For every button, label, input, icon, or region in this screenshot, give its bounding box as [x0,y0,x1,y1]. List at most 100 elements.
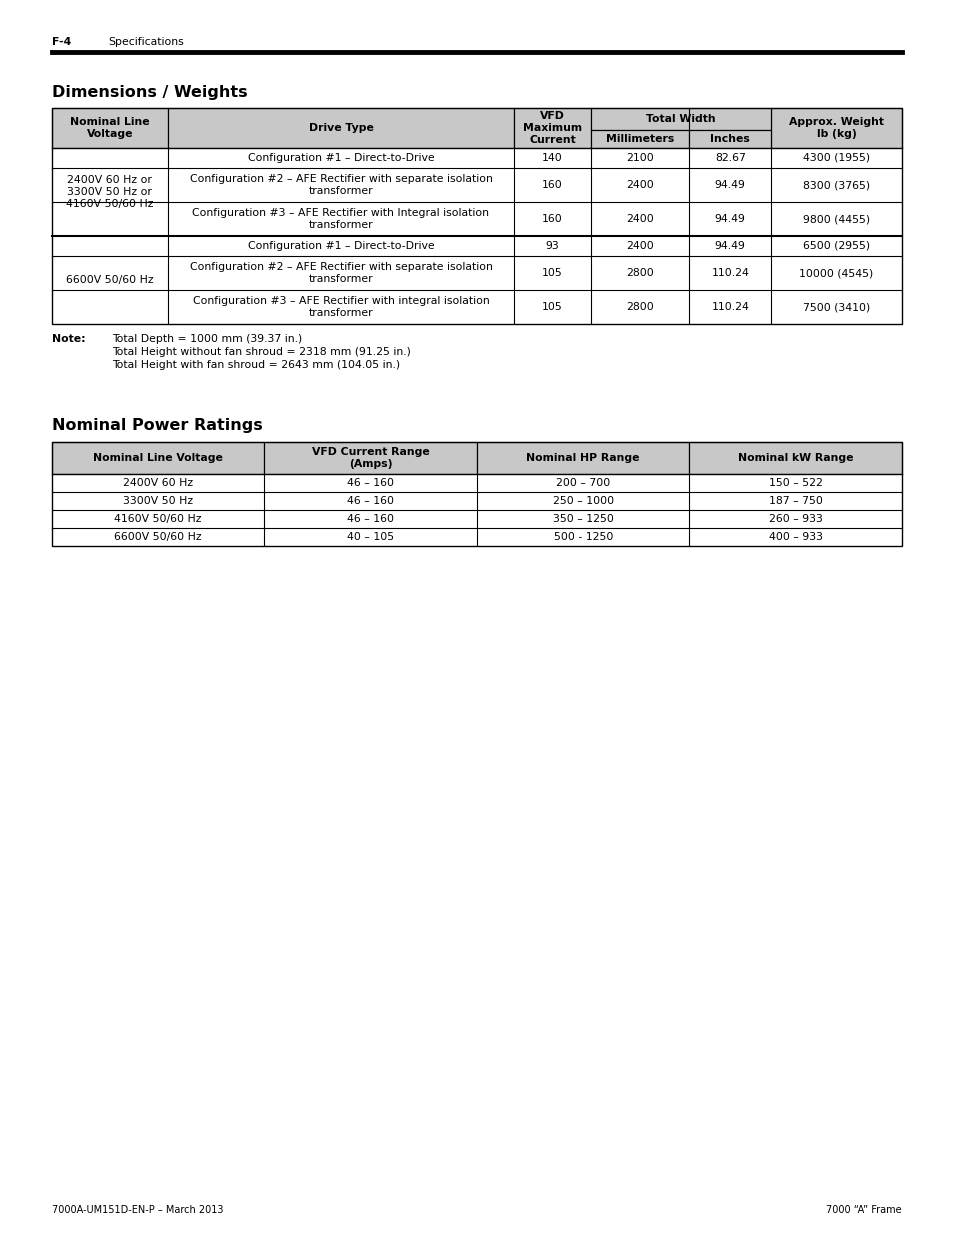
Text: Configuration #1 – Direct-to-Drive: Configuration #1 – Direct-to-Drive [248,241,434,251]
Text: Approx. Weight
lb (kg): Approx. Weight lb (kg) [788,117,883,138]
Bar [52,148,168,236]
Bar [590,130,689,148]
Text: 140: 140 [541,153,562,163]
Text: 10000 (4545): 10000 (4545) [799,268,873,278]
Text: Specifications: Specifications [108,37,184,47]
Text: 160: 160 [541,180,562,190]
Text: 4160V 50/60 Hz: 4160V 50/60 Hz [114,514,202,524]
Bar [770,256,901,290]
Bar [514,148,590,168]
Text: 2800: 2800 [626,268,654,278]
Text: Note:: Note: [52,333,86,345]
Text: Drive Type: Drive Type [308,124,373,133]
Text: Nominal Power Ratings: Nominal Power Ratings [52,417,262,433]
Bar [168,148,514,168]
Text: 2400: 2400 [626,214,654,224]
Bar [168,203,514,236]
Bar [168,107,514,148]
Text: 105: 105 [541,268,562,278]
Text: Configuration #3 – AFE Rectifier with Integral isolation
transformer: Configuration #3 – AFE Rectifier with In… [193,209,489,230]
Text: 3300V 50 Hz: 3300V 50 Hz [123,496,193,506]
Bar [590,168,689,203]
Bar [770,168,901,203]
Bar [514,256,590,290]
Bar [476,474,689,492]
Bar [590,236,689,256]
Bar [689,148,770,168]
Bar [168,168,514,203]
Text: 110.24: 110.24 [711,303,748,312]
Text: 6600V 50/60 Hz: 6600V 50/60 Hz [114,532,202,542]
Text: 94.49: 94.49 [714,241,745,251]
Bar [476,442,689,474]
Bar [514,107,590,148]
Text: Nominal Line
Voltage: Nominal Line Voltage [70,117,150,138]
Text: 2400V 60 Hz or
3300V 50 Hz or
4160V 50/60 Hz: 2400V 60 Hz or 3300V 50 Hz or 4160V 50/6… [66,175,153,209]
Bar [514,168,590,203]
Bar [770,148,901,168]
Text: Nominal Line Voltage: Nominal Line Voltage [93,453,223,463]
Text: 46 – 160: 46 – 160 [347,514,394,524]
Text: Total Width: Total Width [645,114,715,124]
Text: Configuration #1 – Direct-to-Drive: Configuration #1 – Direct-to-Drive [248,153,434,163]
Bar [689,290,770,324]
Bar [590,148,689,168]
Bar [168,256,514,290]
Bar [770,107,901,148]
Bar [52,442,264,474]
Bar [514,203,590,236]
Bar [264,442,476,474]
Text: Total Height without fan shroud = 2318 mm (91.25 in.): Total Height without fan shroud = 2318 m… [112,347,411,357]
Bar [168,236,514,256]
Text: 94.49: 94.49 [714,214,745,224]
Text: Nominal HP Range: Nominal HP Range [526,453,639,463]
Text: Configuration #2 – AFE Rectifier with separate isolation
transformer: Configuration #2 – AFE Rectifier with se… [190,174,492,196]
Bar [264,492,476,510]
Text: 260 – 933: 260 – 933 [768,514,821,524]
Bar [689,236,770,256]
Text: 250 – 1000: 250 – 1000 [552,496,613,506]
Text: 93: 93 [545,241,559,251]
Bar [689,203,770,236]
Text: 4300 (1955): 4300 (1955) [802,153,869,163]
Bar [52,492,264,510]
Text: Total Height with fan shroud = 2643 mm (104.05 in.): Total Height with fan shroud = 2643 mm (… [112,359,399,370]
Text: Nominal kW Range: Nominal kW Range [738,453,853,463]
Bar [689,130,770,148]
Text: Configuration #2 – AFE Rectifier with separate isolation
transformer: Configuration #2 – AFE Rectifier with se… [190,262,492,284]
Bar [52,474,264,492]
Text: 500 - 1250: 500 - 1250 [553,532,612,542]
Text: 7500 (3410): 7500 (3410) [802,303,869,312]
Bar [52,529,264,546]
Text: 2800: 2800 [626,303,654,312]
Text: 8300 (3765): 8300 (3765) [802,180,869,190]
Bar [52,236,168,324]
Bar [590,107,770,130]
Bar [689,256,770,290]
Text: Inches: Inches [710,135,749,144]
Bar [590,203,689,236]
Bar [689,442,901,474]
Text: Dimensions / Weights: Dimensions / Weights [52,84,248,100]
Bar [52,107,168,148]
Text: 46 – 160: 46 – 160 [347,478,394,488]
Text: 2400: 2400 [626,180,654,190]
Text: 2400V 60 Hz: 2400V 60 Hz [123,478,193,488]
Text: 110.24: 110.24 [711,268,748,278]
Text: 7000 “A” Frame: 7000 “A” Frame [825,1205,901,1215]
Bar [770,290,901,324]
Text: Total Depth = 1000 mm (39.37 in.): Total Depth = 1000 mm (39.37 in.) [112,333,302,345]
Text: Millimeters: Millimeters [605,135,674,144]
Text: Configuration #3 – AFE Rectifier with integral isolation
transformer: Configuration #3 – AFE Rectifier with in… [193,296,489,317]
Text: VFD Current Range
(Amps): VFD Current Range (Amps) [312,447,429,469]
Text: 187 – 750: 187 – 750 [768,496,821,506]
Bar [52,442,901,546]
Bar [689,474,901,492]
Bar [168,290,514,324]
Text: 9800 (4455): 9800 (4455) [802,214,869,224]
Text: 2100: 2100 [626,153,654,163]
Bar [689,510,901,529]
Bar [514,290,590,324]
Bar [52,107,901,324]
Bar [476,492,689,510]
